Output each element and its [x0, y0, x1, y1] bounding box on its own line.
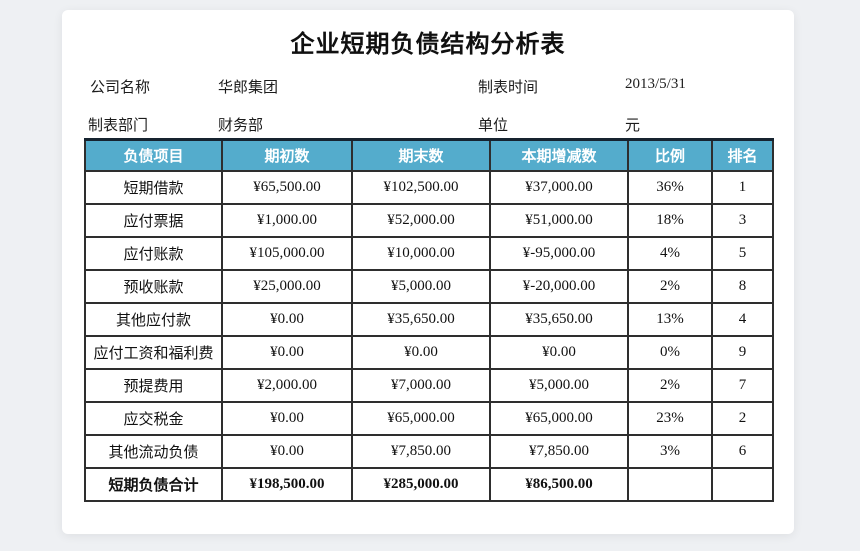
cell-rank: 4 [711, 302, 774, 337]
col-header-beginning: 期初数 [221, 138, 353, 172]
table-row: 应付工资和福利费 ¥0.00 ¥0.00 ¥0.00 0% 9 [84, 335, 774, 370]
table-row: 其他应付款 ¥0.00 ¥35,650.00 ¥35,650.00 13% 4 [84, 302, 774, 337]
cell-item: 应付账款 [84, 236, 223, 271]
cell-rank: 7 [711, 368, 774, 403]
table-row: 应交税金 ¥0.00 ¥65,000.00 ¥65,000.00 23% 2 [84, 401, 774, 436]
cell-beginning: ¥105,000.00 [221, 236, 353, 271]
cell-ending: ¥5,000.00 [351, 269, 491, 304]
cell-item: 应付工资和福利费 [84, 335, 223, 370]
col-header-item: 负债项目 [84, 138, 223, 172]
cell-ratio: 13% [627, 302, 713, 337]
cell-item: 其他流动负债 [84, 434, 223, 469]
cell-item: 短期借款 [84, 170, 223, 205]
cell-beginning: ¥1,000.00 [221, 203, 353, 238]
report-date-label: 制表时间 [478, 80, 539, 96]
cell-total-ending: ¥285,000.00 [351, 467, 491, 502]
cell-change: ¥0.00 [489, 335, 629, 370]
table-row: 预收账款 ¥25,000.00 ¥5,000.00 ¥-20,000.00 2%… [84, 269, 774, 304]
department-value: 财务部 [218, 118, 264, 134]
cell-total-beginning: ¥198,500.00 [221, 467, 353, 502]
cell-ratio: 3% [627, 434, 713, 469]
sheet-card: 企业短期负债结构分析表 公司名称 华郎集团 制表时间 2013/5/31 制表部… [62, 10, 794, 534]
cell-item: 应付票据 [84, 203, 223, 238]
cell-change: ¥37,000.00 [489, 170, 629, 205]
cell-rank: 3 [711, 203, 774, 238]
cell-beginning: ¥0.00 [221, 335, 353, 370]
cell-rank: 8 [711, 269, 774, 304]
unit-label: 单位 [478, 118, 509, 134]
col-header-ending: 期末数 [351, 138, 491, 172]
table-row: 预提费用 ¥2,000.00 ¥7,000.00 ¥5,000.00 2% 7 [84, 368, 774, 403]
cell-total-label: 短期负债合计 [84, 467, 223, 502]
header-row: 负债项目 期初数 期末数 本期增减数 比例 排名 [84, 138, 774, 172]
cell-item: 其他应付款 [84, 302, 223, 337]
cell-ending: ¥65,000.00 [351, 401, 491, 436]
cell-beginning: ¥25,000.00 [221, 269, 353, 304]
cell-total-ratio [627, 467, 713, 502]
cell-change: ¥65,000.00 [489, 401, 629, 436]
cell-item: 预提费用 [84, 368, 223, 403]
cell-ratio: 0% [627, 335, 713, 370]
cell-beginning: ¥0.00 [221, 401, 353, 436]
cell-change: ¥7,850.00 [489, 434, 629, 469]
cell-beginning: ¥0.00 [221, 434, 353, 469]
cell-rank: 5 [711, 236, 774, 271]
col-header-change: 本期增减数 [489, 138, 629, 172]
cell-ending: ¥7,850.00 [351, 434, 491, 469]
liability-table: 负债项目 期初数 期末数 本期增减数 比例 排名 短期借款 ¥65,500.00… [84, 138, 774, 502]
cell-ratio: 23% [627, 401, 713, 436]
company-name-label: 公司名称 [90, 80, 151, 96]
cell-ending: ¥0.00 [351, 335, 491, 370]
department-label: 制表部门 [88, 118, 149, 134]
col-header-ratio: 比例 [627, 138, 713, 172]
cell-ending: ¥10,000.00 [351, 236, 491, 271]
table-row: 应付票据 ¥1,000.00 ¥52,000.00 ¥51,000.00 18%… [84, 203, 774, 238]
cell-item: 应交税金 [84, 401, 223, 436]
table-row: 其他流动负债 ¥0.00 ¥7,850.00 ¥7,850.00 3% 6 [84, 434, 774, 469]
page-title: 企业短期负债结构分析表 [290, 32, 566, 58]
cell-change: ¥35,650.00 [489, 302, 629, 337]
cell-rank: 9 [711, 335, 774, 370]
cell-ratio: 4% [627, 236, 713, 271]
cell-ratio: 2% [627, 368, 713, 403]
report-date-value: 2013/5/31 [625, 76, 686, 92]
cell-rank: 6 [711, 434, 774, 469]
cell-ratio: 18% [627, 203, 713, 238]
cell-rank: 2 [711, 401, 774, 436]
cell-total-rank [711, 467, 774, 502]
unit-value: 元 [625, 118, 641, 134]
table-row: 应付账款 ¥105,000.00 ¥10,000.00 ¥-95,000.00 … [84, 236, 774, 271]
table-row: 短期借款 ¥65,500.00 ¥102,500.00 ¥37,000.00 3… [84, 170, 774, 205]
cell-rank: 1 [711, 170, 774, 205]
cell-change: ¥-20,000.00 [489, 269, 629, 304]
cell-item: 预收账款 [84, 269, 223, 304]
cell-change: ¥51,000.00 [489, 203, 629, 238]
cell-ending: ¥102,500.00 [351, 170, 491, 205]
company-name-value: 华郎集团 [218, 80, 279, 96]
cell-ending: ¥52,000.00 [351, 203, 491, 238]
cell-beginning: ¥2,000.00 [221, 368, 353, 403]
cell-ratio: 36% [627, 170, 713, 205]
cell-beginning: ¥65,500.00 [221, 170, 353, 205]
cell-ending: ¥7,000.00 [351, 368, 491, 403]
col-header-rank: 排名 [711, 138, 774, 172]
cell-beginning: ¥0.00 [221, 302, 353, 337]
cell-change: ¥5,000.00 [489, 368, 629, 403]
cell-change: ¥-95,000.00 [489, 236, 629, 271]
liability-table-container: 负债项目 期初数 期末数 本期增减数 比例 排名 短期借款 ¥65,500.00… [84, 138, 774, 502]
cell-ending: ¥35,650.00 [351, 302, 491, 337]
cell-total-change: ¥86,500.00 [489, 467, 629, 502]
total-row: 短期负债合计 ¥198,500.00 ¥285,000.00 ¥86,500.0… [84, 467, 774, 502]
cell-ratio: 2% [627, 269, 713, 304]
